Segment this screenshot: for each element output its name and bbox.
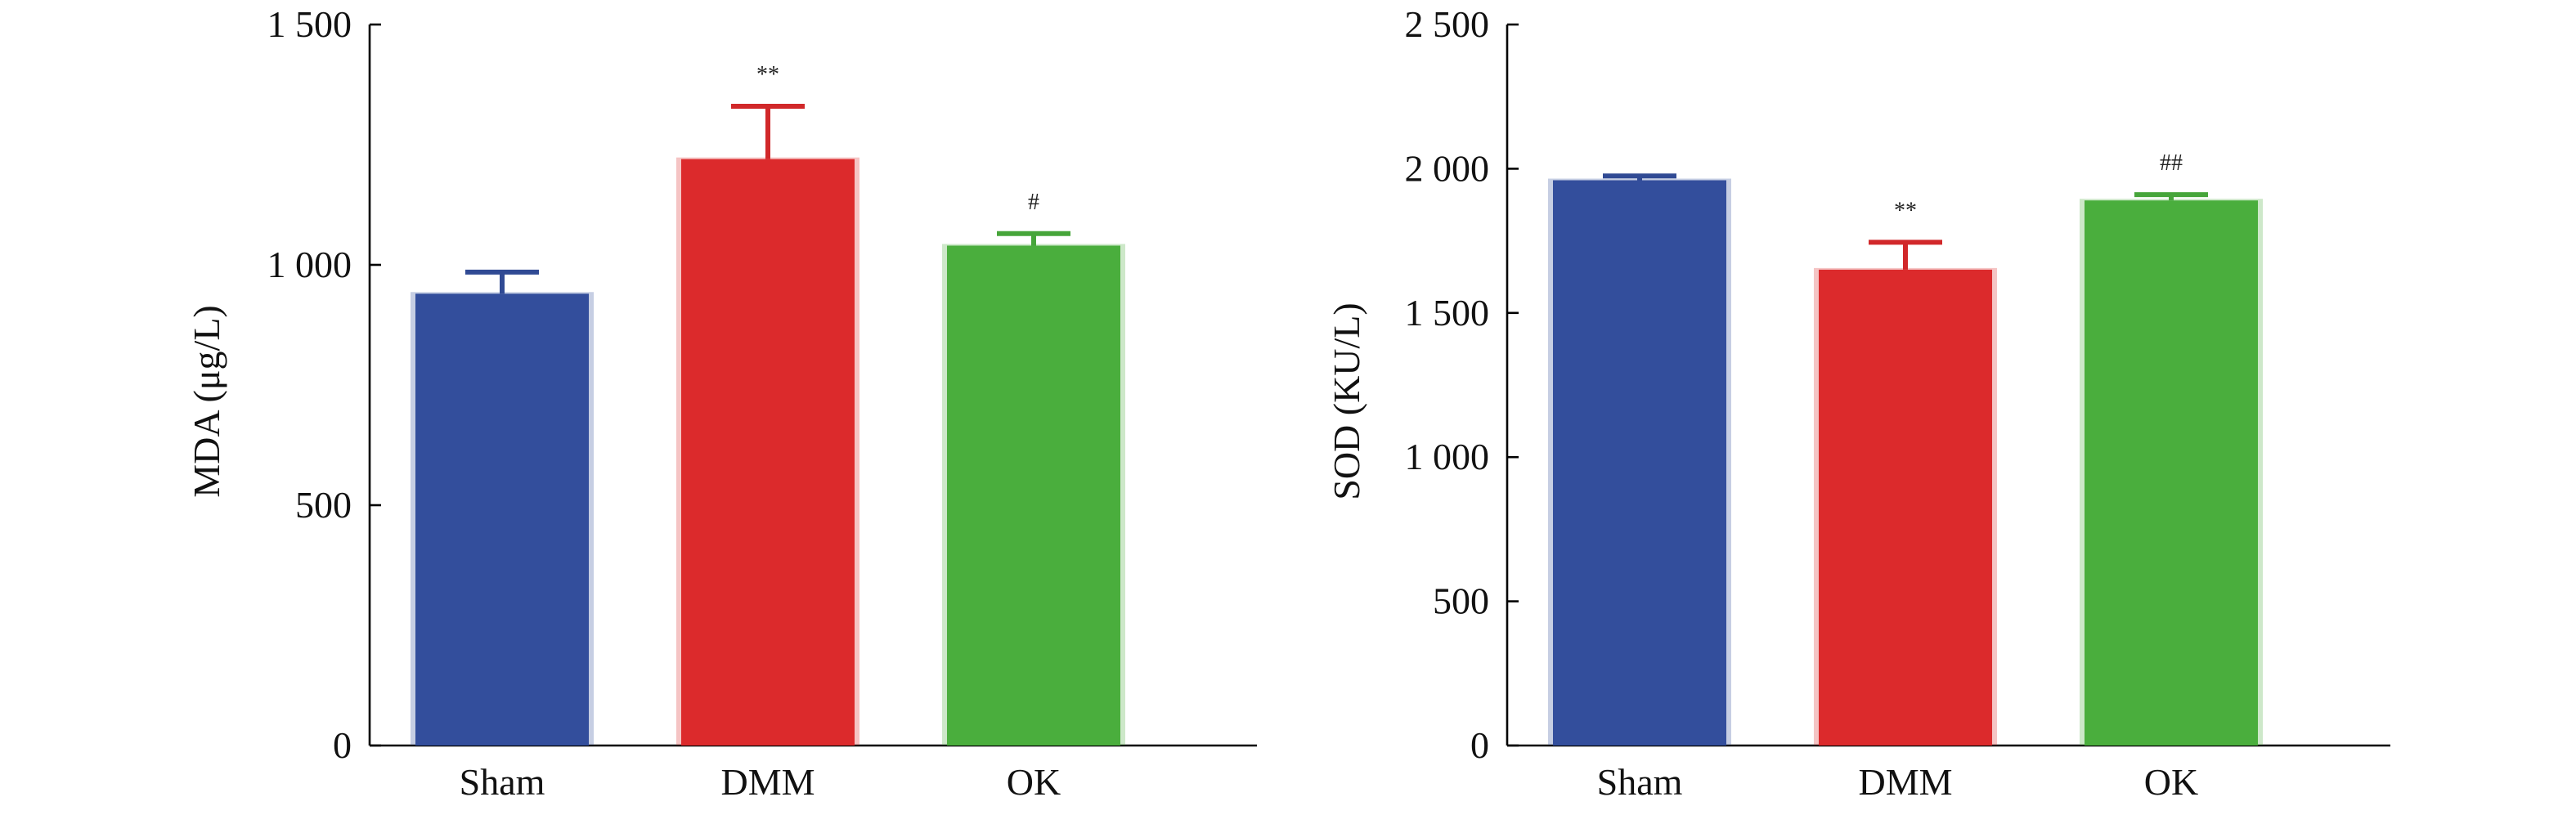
sod-significance-mark: ## xyxy=(2160,150,2183,176)
sod-y-tick-label: 0 xyxy=(1470,724,1489,766)
mda-category-label: Sham xyxy=(460,761,545,803)
sod-category-label: Sham xyxy=(1597,761,1683,803)
sod-y-tick-label: 2 000 xyxy=(1405,147,1490,189)
sod-bar-dmm xyxy=(1819,269,1992,746)
mda-y-axis-title: MDA (μg/L) xyxy=(186,305,227,497)
mda-bar-ok xyxy=(947,245,1120,746)
sod-chart: 0 500 1 000 1 500 2 000 2 500 SOD (KU/L) Sham **… xyxy=(1326,3,2390,803)
mda-significance-mark: ** xyxy=(756,62,779,87)
mda-category-label: DMM xyxy=(720,761,815,803)
mda-category-label: OK xyxy=(1007,761,1061,803)
sod-bar-sham xyxy=(1553,180,1726,746)
mda-y-tick-label: 1 500 xyxy=(267,3,352,45)
sod-y-tick-label: 1 000 xyxy=(1405,436,1490,477)
sod-y-tick-label: 500 xyxy=(1433,580,1489,622)
sod-y-tick-label: 1 500 xyxy=(1405,292,1490,334)
sod-category-label: DMM xyxy=(1858,761,1952,803)
mda-bar-sham xyxy=(415,293,589,746)
mda-bar-dmm xyxy=(681,159,855,746)
sod-y-axis-title: SOD (KU/L) xyxy=(1326,302,1367,499)
sod-y-tick-label: 2 500 xyxy=(1405,3,1490,45)
mda-y-tick-label: 0 xyxy=(333,724,352,766)
sod-bar-ok xyxy=(2085,200,2258,746)
mda-significance-mark: # xyxy=(1028,190,1039,215)
mda-y-tick-label: 1 000 xyxy=(267,244,352,285)
mda-y-tick-label: 500 xyxy=(295,484,352,526)
sod-category-label: OK xyxy=(2144,761,2198,803)
mda-chart: 0 500 1 000 1 500 MDA (μg/L) Sham ** DMM # OK xyxy=(186,3,1257,803)
sod-significance-mark: ** xyxy=(1894,198,1917,223)
